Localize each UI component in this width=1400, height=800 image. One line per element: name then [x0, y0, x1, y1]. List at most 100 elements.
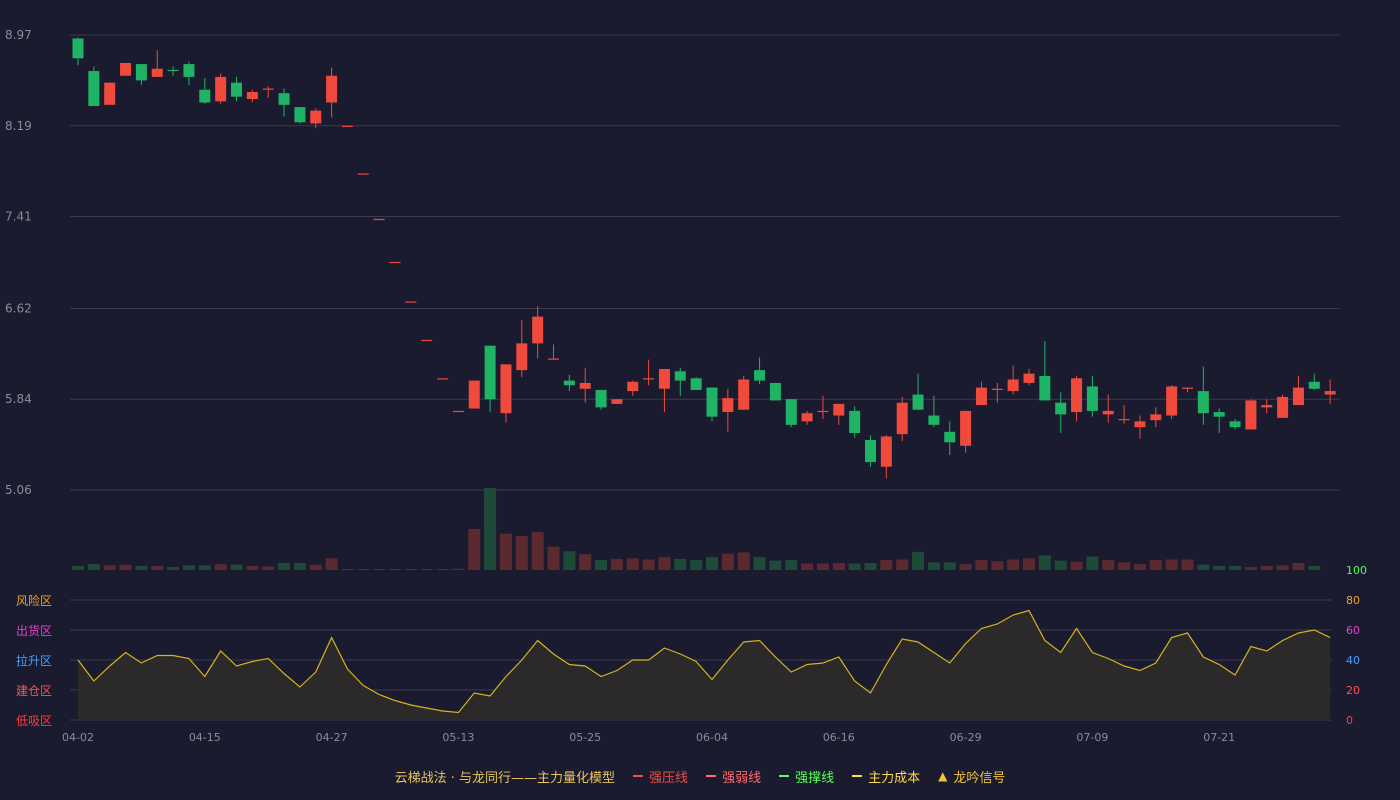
candle-up — [1102, 410, 1114, 415]
candle-up — [579, 382, 591, 389]
volume-bar — [737, 552, 750, 570]
volume-bar — [642, 559, 655, 570]
candle-down — [928, 415, 940, 425]
candle-down — [754, 370, 766, 381]
volume-bar — [119, 564, 132, 570]
candle-up — [880, 436, 892, 467]
candle-up — [896, 402, 908, 435]
legend-item-support-line[interactable]: 强撑线 — [779, 767, 834, 786]
candle-down — [769, 382, 781, 401]
volume-bar — [420, 569, 433, 570]
zone-label: 风险区 — [16, 593, 52, 608]
volume-bar — [198, 565, 211, 570]
volume-bar — [832, 562, 845, 570]
volume-bar — [943, 562, 956, 570]
candle-up — [817, 410, 829, 413]
x-tick-label: 06-04 — [696, 731, 728, 744]
x-tick-label: 06-29 — [950, 731, 982, 744]
volume-bar — [674, 558, 687, 570]
volume-bar — [595, 560, 608, 570]
legend-swatch — [706, 775, 717, 777]
candle-up — [120, 62, 132, 76]
volume-bar — [848, 563, 861, 570]
zone-label: 建仓区 — [16, 684, 52, 698]
volume-bar — [436, 569, 449, 570]
candle-down — [231, 82, 242, 97]
volume-bar — [1181, 559, 1194, 570]
osc-tick-label: 60 — [1346, 624, 1360, 637]
volume-bar — [991, 561, 1004, 570]
price-tick-label: 5.06 — [5, 483, 32, 497]
candle-down — [944, 431, 956, 443]
candle-up — [516, 343, 528, 371]
volume-bar — [1023, 558, 1035, 570]
volume-bar — [1213, 565, 1226, 570]
volume-bar — [1197, 564, 1210, 570]
candle-up — [421, 339, 433, 342]
legend-item-strength-line[interactable]: 强弱线 — [706, 767, 761, 786]
volume-bar — [341, 569, 354, 570]
candle-down — [1197, 391, 1209, 414]
volume-bar — [1054, 560, 1067, 570]
candle-up — [658, 368, 670, 389]
legend-label: 强弱线 — [722, 770, 762, 786]
osc-tick-label: 0 — [1346, 714, 1353, 727]
candle-up — [341, 125, 353, 127]
volume-bar — [896, 559, 909, 570]
zone-label: 拉升区 — [16, 653, 52, 668]
model-label: 云梯战法 · 与龙同行——主力量化模型 — [394, 770, 616, 786]
candle-down — [167, 69, 179, 72]
volume-bar — [658, 557, 671, 570]
candle-up — [532, 316, 544, 344]
volume-bar — [816, 563, 829, 570]
legend-item-dragon-signal[interactable]: ▲ 龙吟信号 — [938, 767, 1005, 786]
legend-item-pressure-line[interactable]: 强压线 — [633, 767, 688, 786]
legend-label: 主力成本 — [868, 770, 921, 786]
legend-label: 龙吟信号 — [953, 770, 1006, 786]
price-tick-label: 6.62 — [5, 301, 32, 315]
candle-down — [1086, 386, 1098, 411]
volume-bar — [1276, 565, 1289, 570]
oscillator-line — [77, 609, 1331, 714]
candle-up — [1007, 379, 1019, 392]
candle-up — [1134, 421, 1146, 428]
candle-up — [1071, 378, 1083, 413]
volume-bar — [1308, 565, 1321, 570]
volume-bar — [1244, 567, 1257, 570]
candle-up — [960, 410, 972, 446]
volume-bar — [278, 562, 291, 570]
x-tick-label: 04-27 — [316, 731, 348, 744]
volume-bar — [785, 560, 798, 570]
volume-bar — [912, 551, 925, 570]
candle-up — [104, 82, 116, 105]
volume-bar — [880, 560, 893, 570]
candle-up — [801, 413, 813, 422]
volume-bar — [499, 533, 512, 570]
candle-down — [1213, 412, 1225, 417]
candle-down — [690, 378, 702, 390]
x-tick-label: 04-02 — [62, 731, 94, 744]
volume-bar — [230, 564, 243, 570]
x-tick-label: 06-16 — [823, 731, 855, 744]
candle-up — [452, 410, 464, 413]
chart-legend: 云梯战法 · 与龙同行——主力量化模型 强压线 强弱线 强撑线 主力成本 ▲ 龙… — [0, 764, 1400, 788]
candle-up — [468, 380, 480, 409]
candle-down — [1055, 402, 1067, 415]
legend-swatch — [633, 775, 644, 777]
volume-bar — [87, 564, 100, 570]
volume-bar — [389, 569, 401, 570]
x-tick-label: 07-21 — [1203, 731, 1235, 744]
volume-bar — [468, 529, 481, 570]
volume-bar — [1149, 560, 1162, 570]
legend-item-main-cost[interactable]: 主力成本 — [852, 767, 920, 786]
volume-bar — [563, 551, 576, 570]
volume-bar — [579, 554, 592, 570]
volume-bar — [325, 558, 338, 570]
candle-down — [912, 394, 924, 410]
volume-bar — [706, 557, 718, 570]
candle-up — [991, 388, 1003, 390]
volume-bar — [246, 565, 259, 570]
volume-bar — [1007, 559, 1020, 570]
volume-bar — [690, 560, 703, 570]
candle-up — [1245, 400, 1257, 430]
